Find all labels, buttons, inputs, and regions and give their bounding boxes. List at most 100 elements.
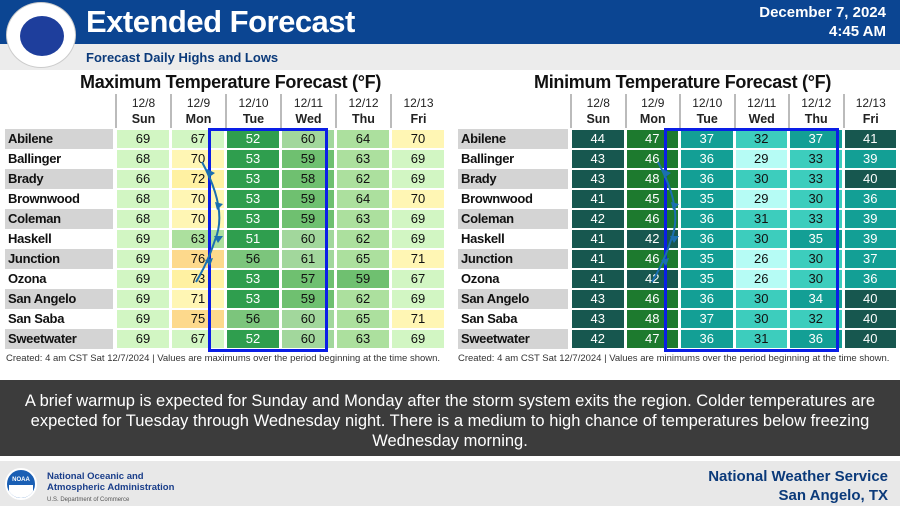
- column-header: 12/11 Wed: [280, 94, 335, 128]
- max-highlight-box: [208, 128, 328, 352]
- temp-cell: 39: [844, 230, 896, 248]
- temp-cell: 34: [790, 290, 842, 308]
- temp-cell: 71: [392, 310, 444, 328]
- temp-cell: 30: [735, 230, 787, 248]
- temp-cell: 37: [790, 130, 842, 148]
- column-day: Sun: [131, 112, 156, 126]
- column-header: 12/12 Thu: [335, 94, 390, 128]
- temp-cell: 69: [117, 290, 169, 308]
- temp-cell: 44: [572, 130, 624, 148]
- temp-cell: 59: [282, 290, 334, 308]
- temp-cell: 60: [282, 310, 334, 328]
- issue-date: December 7, 2024: [759, 4, 886, 21]
- temp-cell: 69: [392, 210, 444, 228]
- temp-cell: 43: [572, 310, 624, 328]
- temp-cell: 69: [117, 330, 169, 348]
- column-day: Wed: [295, 112, 322, 126]
- column-date: 12/10: [692, 96, 723, 110]
- column-date: 12/9: [641, 96, 665, 110]
- temp-cell: 42: [572, 210, 624, 228]
- min-table-caption: Created: 4 am CST Sat 12/7/2024 | Values…: [458, 353, 890, 364]
- city-label: Ballinger: [5, 149, 113, 169]
- temp-cell: 59: [282, 190, 334, 208]
- temp-cell: 69: [117, 270, 169, 288]
- temp-cell: 53: [227, 270, 279, 288]
- temp-cell: 53: [227, 290, 279, 308]
- column-day: Thu: [804, 112, 828, 126]
- temp-cell: 36: [681, 150, 733, 168]
- noaa-bird-icon: [9, 485, 33, 498]
- temp-cell: 32: [790, 310, 842, 328]
- city-label: Abilene: [5, 129, 113, 149]
- temp-cell: 40: [844, 330, 896, 348]
- page-title: Extended Forecast: [86, 4, 355, 39]
- temp-cell: 63: [337, 210, 389, 228]
- temp-cell: 31: [735, 330, 787, 348]
- max-table-title: Maximum Temperature Forecast (°F): [80, 72, 382, 92]
- temp-cell: 58: [282, 170, 334, 188]
- column-day: Sun: [586, 112, 611, 126]
- temp-cell: 32: [735, 130, 787, 148]
- min-table-title: Minimum Temperature Forecast (°F): [534, 72, 832, 92]
- city-label: Ballinger: [458, 149, 568, 169]
- column-date: 12/10: [238, 96, 269, 110]
- temp-cell: 36: [790, 330, 842, 348]
- temp-cell: 62: [337, 290, 389, 308]
- column-day: Wed: [748, 112, 775, 126]
- temp-cell: 36: [681, 330, 733, 348]
- city-label: Junction: [5, 249, 113, 269]
- temp-cell: 67: [172, 130, 224, 148]
- temp-cell: 33: [790, 170, 842, 188]
- city-label: Haskell: [458, 229, 568, 249]
- column-day: Fri: [862, 112, 879, 126]
- city-label: Abilene: [458, 129, 568, 149]
- temp-cell: 26: [735, 250, 787, 268]
- column-header: 12/10 Tue: [679, 94, 734, 128]
- temp-cell: 69: [117, 230, 169, 248]
- temp-cell: 41: [844, 130, 896, 148]
- footer-bar: [0, 461, 900, 506]
- column-date: 12/13: [403, 96, 434, 110]
- header-bar: [0, 0, 900, 44]
- min-highlight-box: [664, 128, 839, 352]
- temp-cell: 43: [572, 290, 624, 308]
- city-label: Sweetwater: [458, 329, 568, 349]
- office-title: National Weather Service: [708, 468, 888, 485]
- temp-cell: 39: [844, 210, 896, 228]
- temp-cell: 69: [392, 150, 444, 168]
- column-day: Tue: [242, 112, 265, 126]
- city-label: Ozona: [5, 269, 113, 289]
- temp-cell: 67: [392, 270, 444, 288]
- city-label: Junction: [458, 249, 568, 269]
- city-label: Ozona: [458, 269, 568, 289]
- city-label: San Angelo: [5, 289, 113, 309]
- temp-cell: 41: [572, 270, 624, 288]
- city-label: Brady: [458, 169, 568, 189]
- temp-cell: 30: [735, 310, 787, 328]
- column-date: 12/11: [747, 96, 777, 110]
- city-label: San Saba: [5, 309, 113, 329]
- temp-cell: 35: [681, 270, 733, 288]
- temp-cell: 29: [735, 150, 787, 168]
- noaa-line3: U.S. Department of Commerce: [47, 497, 130, 503]
- city-label: Sweetwater: [5, 329, 113, 349]
- city-label: Brownwood: [458, 189, 568, 209]
- temp-cell: 37: [681, 310, 733, 328]
- temp-cell: 70: [392, 130, 444, 148]
- temp-cell: 69: [117, 250, 169, 268]
- nws-logo: [6, 2, 76, 68]
- temp-cell: 69: [117, 130, 169, 148]
- temp-cell: 59: [337, 270, 389, 288]
- column-date: 12/12: [348, 96, 379, 110]
- temp-cell: 40: [844, 290, 896, 308]
- temp-cell: 33: [790, 150, 842, 168]
- temp-cell: 62: [337, 230, 389, 248]
- temp-cell: 69: [392, 290, 444, 308]
- temp-cell: 36: [681, 210, 733, 228]
- temp-cell: 69: [392, 230, 444, 248]
- temp-cell: 75: [172, 310, 224, 328]
- column-header: 12/12 Thu: [788, 94, 843, 128]
- temp-cell: 36: [844, 190, 896, 208]
- temp-cell: 64: [337, 190, 389, 208]
- office-location: San Angelo, TX: [778, 487, 888, 504]
